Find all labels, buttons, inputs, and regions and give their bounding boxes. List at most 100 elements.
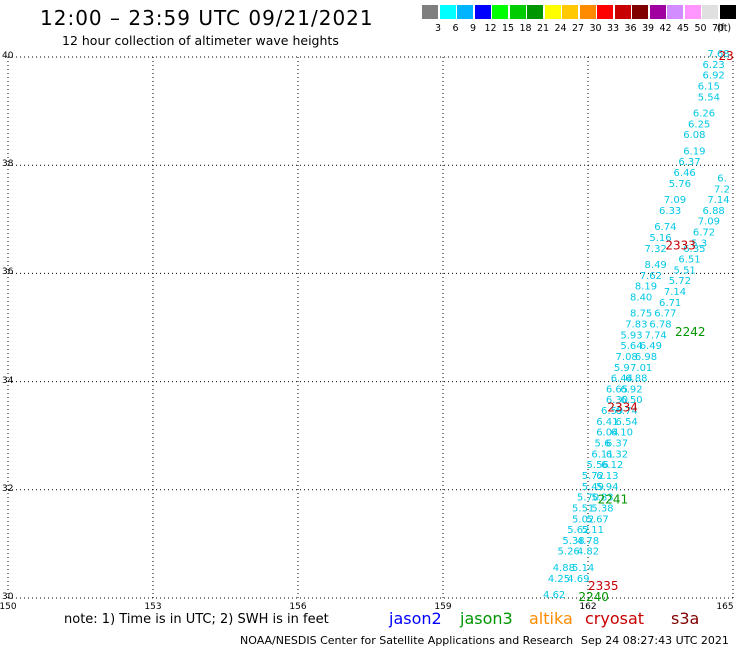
swh-value: 5.38 bbox=[562, 536, 584, 547]
swh-value: 4.78 bbox=[577, 536, 599, 547]
lon-label: 156 bbox=[289, 602, 307, 612]
scale-swatch bbox=[614, 5, 631, 19]
swh-value: 8.40 bbox=[630, 292, 652, 303]
lat-label: 32 bbox=[2, 483, 14, 494]
scale-label: 12 bbox=[484, 23, 497, 34]
swh-value: 6.77 bbox=[654, 309, 676, 320]
scale-label: 15 bbox=[501, 23, 515, 34]
lat-label: 30 bbox=[2, 592, 14, 602]
swh-value: 6.54 bbox=[616, 417, 638, 428]
swh-value: 5.14 bbox=[572, 563, 594, 574]
scale-label: 21 bbox=[536, 23, 550, 34]
swh-value: 6.74 bbox=[616, 406, 638, 417]
swh-value: 8.19 bbox=[635, 282, 657, 293]
scale-label: 42 bbox=[659, 23, 672, 34]
pass-time-label: 23 bbox=[719, 49, 734, 63]
satellite-legend-item: altika bbox=[529, 609, 573, 628]
scale-label: 70 bbox=[711, 23, 725, 34]
swh-value: 6.23 bbox=[703, 60, 725, 71]
scale-label: 24 bbox=[554, 23, 567, 34]
scale-swatch bbox=[702, 5, 718, 19]
scale-swatch bbox=[667, 5, 683, 19]
swh-value: 6.92 bbox=[703, 71, 725, 82]
lat-label: 40 bbox=[2, 51, 14, 61]
scale-unit: (ft) bbox=[716, 23, 732, 34]
swh-value: 6.59 bbox=[601, 406, 623, 417]
swh-value: 7.14 bbox=[707, 195, 729, 206]
swh-value: 5.67 bbox=[587, 514, 609, 525]
swh-value: 6.30 bbox=[606, 395, 628, 406]
swh-value: 6.12 bbox=[601, 460, 623, 471]
grid-lines bbox=[7, 56, 734, 599]
scale-label: 18 bbox=[519, 23, 532, 34]
lon-label: 153 bbox=[144, 602, 162, 612]
lon-label: 165 bbox=[716, 602, 734, 612]
swh-value: 6.11 bbox=[591, 449, 613, 460]
page-title: 12:00 – 23:59 UTC 09/21/2021 bbox=[40, 6, 374, 30]
pass-time-label: 2335 bbox=[588, 579, 619, 593]
swh-value: 6.49 bbox=[640, 341, 662, 352]
scale-swatch bbox=[439, 5, 456, 19]
scale-swatch bbox=[544, 5, 561, 19]
swh-value: 6.19 bbox=[683, 146, 705, 157]
scale-swatch bbox=[719, 5, 736, 19]
pass-time-label: 2242 bbox=[675, 325, 706, 339]
data-marks: 4.624.254.885.265.385.625.025.515.705.49… bbox=[543, 49, 734, 604]
swh-value: 6.51 bbox=[678, 255, 700, 266]
swh-value: 8.75 bbox=[630, 309, 652, 320]
lat-label: 36 bbox=[2, 267, 14, 278]
page-subtitle: 12 hour collection of altimeter wave hei… bbox=[62, 33, 339, 48]
swh-value: 4.69 bbox=[567, 574, 589, 585]
swh-value: 7.14 bbox=[664, 287, 686, 298]
swh-value: 5.02 bbox=[572, 514, 594, 525]
scale-label: 27 bbox=[571, 23, 585, 34]
swh-value: 7.09 bbox=[664, 195, 686, 206]
swh-value: 5.72 bbox=[582, 471, 604, 482]
scale-label: 30 bbox=[589, 23, 602, 34]
scale-label: 45 bbox=[676, 23, 690, 34]
scale-label: 3 bbox=[434, 23, 442, 34]
swh-value: 6.46 bbox=[674, 168, 696, 179]
swh-value: 7.32 bbox=[645, 244, 667, 255]
swh-value: 6.33 bbox=[659, 206, 681, 217]
satellite-legend-item: jason3 bbox=[460, 609, 513, 628]
swh-value: 5.76 bbox=[669, 179, 691, 190]
swh-value: 5.70 bbox=[577, 493, 599, 504]
swh-value: 6.44 bbox=[611, 374, 633, 385]
scale-swatch bbox=[422, 5, 438, 19]
swh-value: 7.74 bbox=[645, 330, 667, 341]
swh-value: 7.62 bbox=[640, 271, 662, 282]
swh-value: 6.88 bbox=[703, 206, 725, 217]
pass-time-label: 2333 bbox=[665, 238, 696, 252]
swh-value: 7.2 bbox=[714, 184, 730, 195]
scale-label: 39 bbox=[641, 23, 655, 34]
swh-value: 6.71 bbox=[659, 298, 681, 309]
scale-swatch bbox=[527, 5, 543, 19]
swh-value: 5.94 bbox=[596, 482, 618, 493]
timestamp-text: Sep 24 08:27:43 UTC 2021 bbox=[581, 634, 729, 647]
swh-value: 5.51 bbox=[674, 265, 696, 276]
lat-label: 38 bbox=[2, 159, 14, 170]
swh-value: 5.62 bbox=[567, 525, 589, 536]
swh-value: 4.88 bbox=[553, 563, 575, 574]
swh-value: 5.16 bbox=[649, 233, 671, 244]
swh-value: 5.26 bbox=[558, 547, 580, 558]
swh-value: 5.11 bbox=[582, 525, 604, 536]
swh-value: 6. bbox=[717, 173, 727, 184]
swh-value: 6.15 bbox=[698, 81, 720, 92]
swh-value: 6.92 bbox=[620, 384, 642, 395]
swh-value: 6.88 bbox=[625, 374, 647, 385]
swh-value: 5.56 bbox=[587, 460, 609, 471]
swh-value: 7.01 bbox=[630, 363, 652, 374]
swh-value: 5.72 bbox=[669, 276, 691, 287]
scale-swatch bbox=[632, 5, 648, 19]
scale-swatch bbox=[649, 5, 666, 19]
swh-value: 6.13 bbox=[596, 471, 618, 482]
swh-value: 4.62 bbox=[543, 590, 565, 601]
swh-value: 6.37 bbox=[678, 157, 700, 168]
lon-label: 162 bbox=[579, 602, 597, 612]
swh-value: 6.10 bbox=[611, 428, 633, 439]
scale-label: 6 bbox=[452, 23, 459, 34]
